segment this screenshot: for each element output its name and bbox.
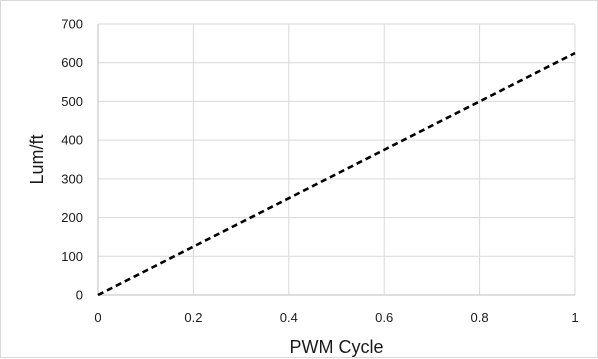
x-tick-label: 0.4 <box>280 310 298 325</box>
y-axis-label: Lum/ft <box>27 134 47 184</box>
grid-lines <box>98 23 576 295</box>
x-tick-label: 0.2 <box>184 310 202 325</box>
x-tick-label: 0 <box>94 310 101 325</box>
series-lines <box>97 51 576 297</box>
y-tick-label: 500 <box>61 94 83 109</box>
x-tick-label: 1 <box>571 310 578 325</box>
y-tick-label: 600 <box>61 55 83 70</box>
y-tick-label: 0 <box>76 288 83 303</box>
axes <box>97 24 575 296</box>
y-tick-label: 700 <box>61 17 83 32</box>
series-line <box>97 51 576 297</box>
y-axis-tick-labels: 0 100 200 300 400 500 600 700 <box>61 17 83 303</box>
x-tick-label: 0.6 <box>375 310 393 325</box>
y-tick-label: 100 <box>61 249 83 264</box>
y-tick-label: 200 <box>61 210 83 225</box>
y-tick-label: 400 <box>61 133 83 148</box>
y-tick-label: 300 <box>61 171 83 186</box>
x-axis-tick-labels: 0 0.2 0.4 0.6 0.8 1 <box>94 310 578 325</box>
x-tick-label: 0.8 <box>471 310 489 325</box>
x-axis-label: PWM Cycle <box>290 337 384 357</box>
